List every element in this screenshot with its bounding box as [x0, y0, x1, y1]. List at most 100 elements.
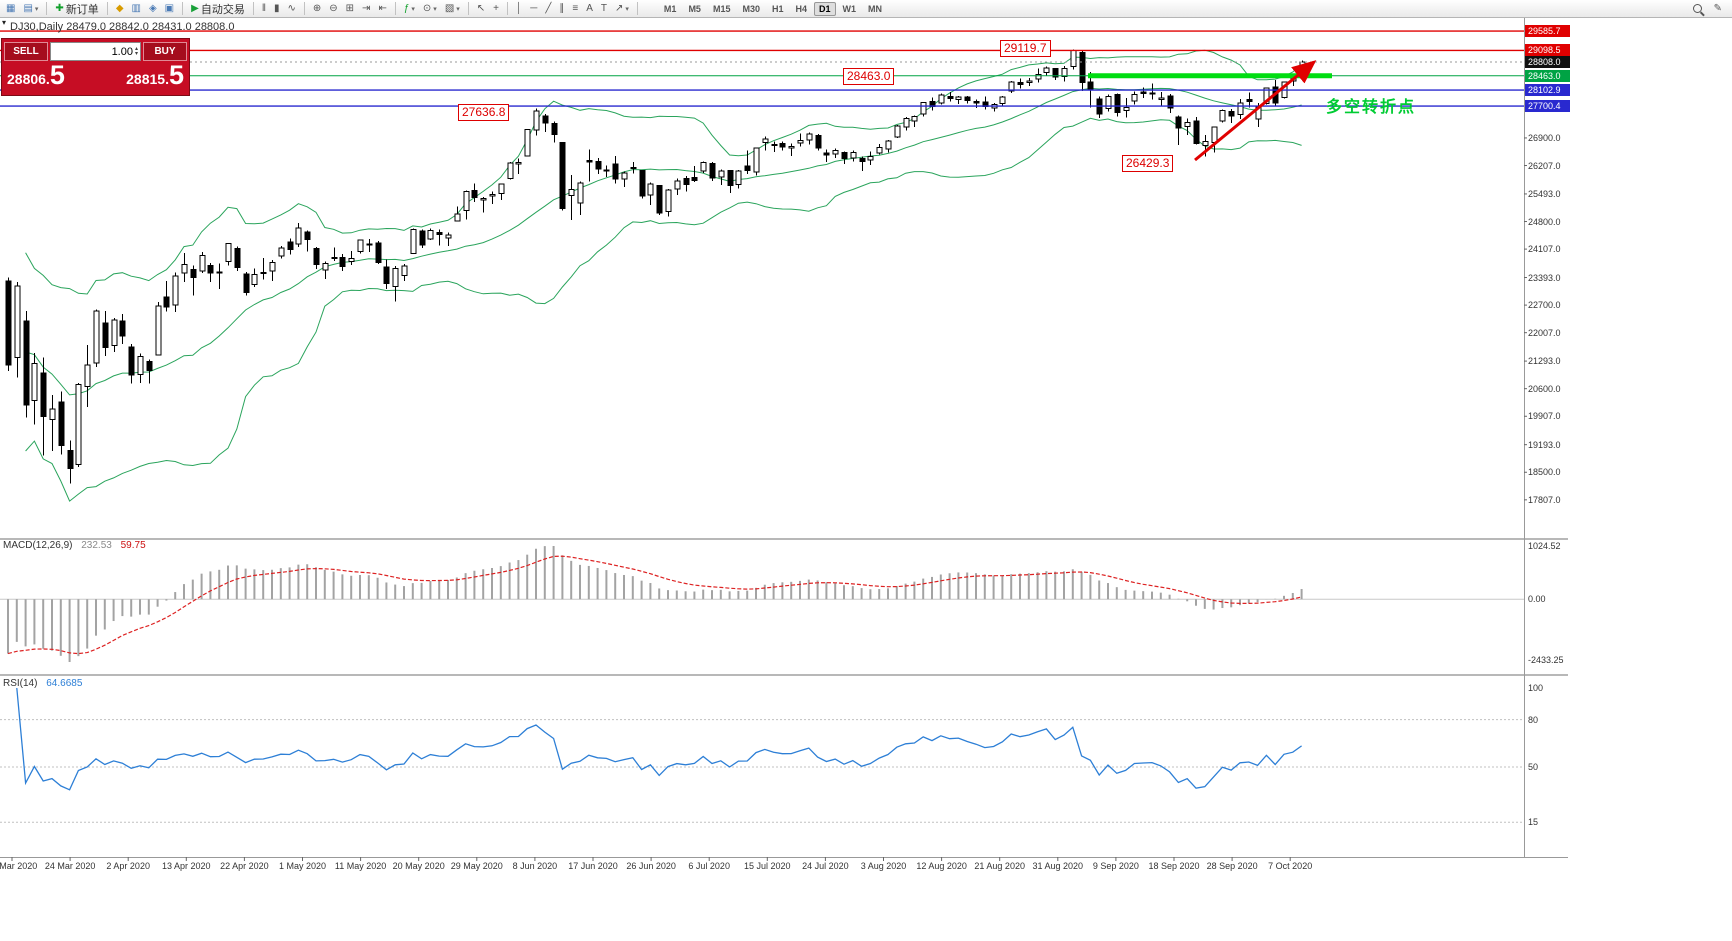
arrows-icon[interactable]: ↗ ▾ [611, 0, 633, 18]
line-chart-icon-glyph: ∿ [287, 2, 296, 14]
navigator-icon[interactable]: ◈ [145, 0, 161, 18]
trendline-icon[interactable]: ╱ [541, 0, 555, 18]
ask-big-digit: 5 [168, 60, 184, 90]
new-order-button[interactable]: ✚ 新订单 [51, 0, 102, 18]
indicators-icon[interactable]: ƒ ▾ [400, 0, 419, 18]
new-chart-icon[interactable]: ▦ [2, 0, 19, 18]
fibonacci-icon[interactable]: ≡ [568, 0, 582, 18]
sell-button[interactable]: SELL [4, 42, 48, 61]
chart-profiles-icon-glyph: ▤ [23, 2, 33, 14]
panel-separator[interactable] [0, 674, 1568, 676]
templates-icon[interactable]: ▧ ▾ [441, 0, 464, 18]
zoom-in-icon-glyph: ⊕ [312, 2, 322, 14]
timeframe-d1[interactable]: D1 [814, 1, 836, 16]
order-prices-row: 28806. 5 28815. 5 [2, 60, 189, 90]
toolbar-separator [182, 2, 184, 15]
autotrading-button[interactable]: ▶ 自动交易 [187, 0, 249, 18]
cursor-icon-glyph: ↖ [476, 2, 486, 14]
auto-scroll-icon-glyph: ⇥ [362, 2, 371, 14]
timeframe-m5[interactable]: M5 [688, 3, 701, 14]
chart-profiles-icon[interactable]: ▤ ▾ [19, 0, 42, 18]
rsi-line [16, 687, 1302, 791]
cursor-icon[interactable]: ↖ [473, 0, 489, 18]
indicators-icon-caret: ▾ [411, 5, 415, 13]
auto-scroll-icon[interactable]: ⇥ [358, 0, 374, 18]
timeframe-m30[interactable]: M30 [742, 3, 760, 14]
volume-input[interactable]: 1.00 ▴ ▾ [50, 42, 141, 61]
bars-chart-icon[interactable]: ‖ [258, 0, 270, 18]
toolbar-separator [106, 2, 108, 15]
autotrading-button-label: 自动交易 [200, 3, 245, 16]
crosshair-icon[interactable]: + [489, 0, 503, 18]
ask-main: 28815. [126, 71, 169, 87]
timeframe-m1[interactable]: M1 [663, 3, 677, 14]
zoom-in-icon[interactable]: ⊕ [309, 0, 325, 18]
indicators-icon-glyph: ƒ [403, 2, 410, 14]
timeframe-m15[interactable]: M15 [712, 3, 731, 14]
text-icon[interactable]: A [582, 0, 597, 18]
bid-big-digit: 5 [49, 60, 65, 90]
volume-value: 1.00 [111, 45, 133, 58]
timeframe-h1[interactable]: H1 [771, 3, 784, 14]
market-watch-icon[interactable]: ◆ [112, 0, 128, 18]
macd-histogram [7, 546, 1303, 662]
edit-icon[interactable]: ✎ [1710, 0, 1726, 18]
data-window-icon-glyph: ▥ [131, 2, 141, 14]
toolbar-separator [46, 2, 48, 15]
new-order-button-label: 新订单 [65, 3, 99, 16]
vertical-line-icon-glyph: │ [516, 2, 523, 14]
bollinger-bands [25, 49, 1302, 502]
chart-shift-icon-glyph: ⇤ [378, 2, 387, 14]
toolbar-separator [636, 2, 638, 15]
channel-icon[interactable]: ∥ [555, 0, 568, 18]
templates-icon-glyph: ▧ [444, 2, 455, 14]
text-label-icon[interactable]: T [597, 0, 611, 18]
spinner-up-icon[interactable]: ▴ [134, 45, 138, 52]
search-icon-glyph [1692, 4, 1702, 13]
volume-spinner[interactable]: ▴ ▾ [134, 45, 138, 57]
tile-windows-icon[interactable]: ⊞ [342, 0, 358, 18]
arrows-icon-caret: ▾ [625, 5, 629, 13]
data-window-icon[interactable]: ▥ [128, 0, 145, 18]
order-controls-row: SELL 1.00 ▴ ▾ BUY [2, 39, 189, 62]
toolbar-separator [252, 2, 254, 15]
templates-icon-caret: ▾ [456, 5, 460, 13]
candles-chart-icon[interactable]: ▮ [270, 0, 284, 18]
toolbar-right-icons: ✎ [1689, 0, 1726, 18]
bid-price: 28806. 5 [7, 60, 65, 90]
toolbar-separator [507, 2, 509, 15]
search-icon[interactable] [1689, 0, 1706, 18]
zoom-out-icon[interactable]: ⊖ [325, 0, 341, 18]
vertical-line-icon[interactable]: │ [512, 0, 526, 18]
spinner-down-icon[interactable]: ▾ [134, 50, 138, 57]
candles-chart-icon-glyph: ▮ [273, 2, 280, 14]
periods-icon[interactable]: ⊙ ▾ [419, 0, 441, 18]
timeframe-mn[interactable]: MN [868, 3, 883, 14]
timeframe-w1[interactable]: W1 [842, 3, 857, 14]
timeframe-switcher: M1 M5 M15 M30 H1 H4 D1 W1 MN [658, 1, 888, 16]
arrows-icon-glyph: ↗ [615, 2, 624, 14]
line-chart-icon[interactable]: ∿ [283, 0, 299, 18]
text-label-icon-glyph: T [600, 2, 608, 14]
one-click-trading-panel: SELL 1.00 ▴ ▾ BUY 28806. 5 28815. 5 [1, 38, 190, 96]
panel-separator[interactable] [0, 538, 1568, 540]
bid-main: 28806. [7, 71, 50, 87]
navigator-icon-glyph: ◈ [148, 2, 157, 14]
crosshair-icon-glyph: + [493, 2, 500, 14]
autotrading-button-glyph: ▶ [191, 2, 199, 14]
fibonacci-icon-glyph: ≡ [572, 2, 579, 14]
tile-windows-icon-glyph: ⊞ [345, 2, 355, 14]
trend-arrow [1194, 60, 1317, 162]
toolbar: ▦ ▤ ▾ ✚ 新订单 ◆ ▥ ◈ ▣ ▶ 自动交易 ‖ ▮ ∿ ⊕ ⊖ ⊞ ⇥ ⇤ ƒ ▾ ⊙ ▾ ▧ ▾ ↖ + │ ─ ╱ ∥ ≡ A T ↗… [0, 0, 1732, 18]
macd-signal-line [7, 555, 1302, 655]
timeframe-h4[interactable]: H4 [795, 3, 808, 14]
periods-icon-glyph: ⊙ [422, 2, 432, 14]
terminal-icon[interactable]: ▣ [161, 0, 178, 18]
toolbar-separator [303, 2, 305, 15]
chart-shift-icon[interactable]: ⇤ [374, 0, 390, 18]
buy-button[interactable]: BUY [143, 42, 187, 61]
horizontal-line-icon[interactable]: ─ [526, 0, 541, 18]
periods-icon-caret: ▾ [433, 5, 437, 13]
text-icon-glyph: A [586, 2, 593, 14]
